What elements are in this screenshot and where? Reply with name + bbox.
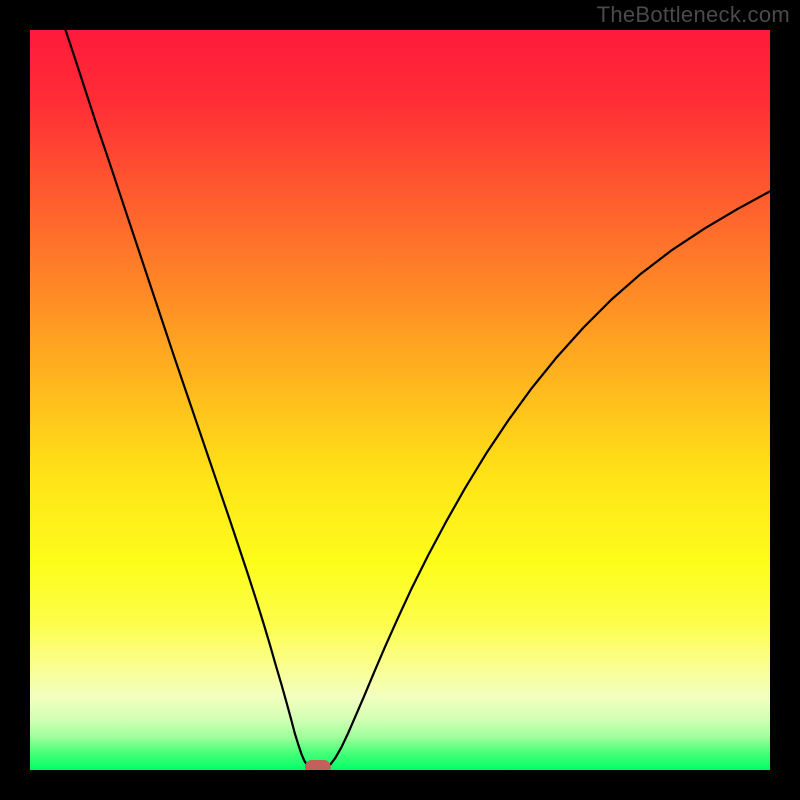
plot-area — [30, 30, 770, 770]
chart-svg — [30, 30, 770, 770]
minimum-marker — [305, 760, 331, 770]
watermark-text: TheBottleneck.com — [597, 2, 790, 28]
chart-container: TheBottleneck.com — [0, 0, 800, 800]
gradient-background — [30, 30, 770, 770]
